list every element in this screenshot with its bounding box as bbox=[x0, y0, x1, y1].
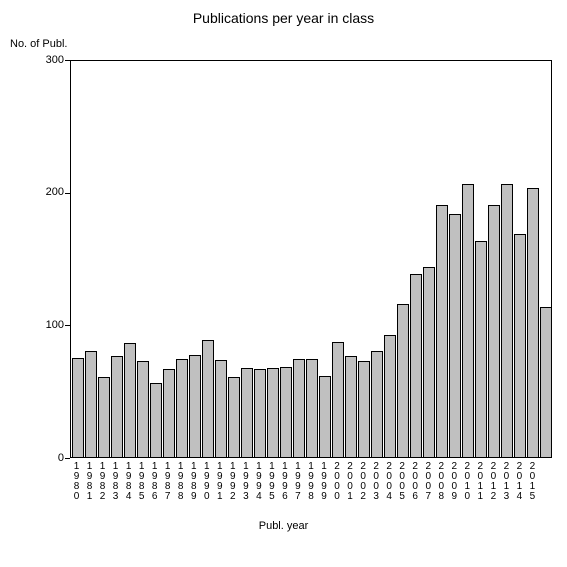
bar bbox=[293, 359, 305, 457]
x-tick-label: 1 9 9 2 bbox=[226, 462, 239, 502]
x-tick-label: 2 0 0 0 bbox=[331, 462, 344, 502]
bar bbox=[202, 340, 214, 457]
bar bbox=[527, 188, 539, 457]
bar bbox=[280, 367, 292, 457]
y-tick bbox=[65, 60, 70, 61]
x-tick-label: 1 9 8 5 bbox=[135, 462, 148, 502]
bar bbox=[540, 307, 552, 457]
bar bbox=[358, 361, 370, 457]
bar bbox=[72, 358, 84, 458]
x-tick-label: 1 9 9 9 bbox=[318, 462, 331, 502]
x-tick-label: 2 0 0 6 bbox=[409, 462, 422, 502]
x-tick-label: 1 9 9 6 bbox=[278, 462, 291, 502]
x-tick-label: 1 9 8 2 bbox=[96, 462, 109, 502]
y-tick-label: 200 bbox=[24, 186, 64, 198]
x-tick-label: 1 9 9 5 bbox=[265, 462, 278, 502]
bar bbox=[475, 241, 487, 457]
bar bbox=[397, 304, 409, 457]
bar bbox=[449, 214, 461, 457]
bar bbox=[85, 351, 97, 457]
x-tick-label: 1 9 9 1 bbox=[213, 462, 226, 502]
y-tick bbox=[65, 458, 70, 459]
x-tick-label: 2 0 1 2 bbox=[487, 462, 500, 502]
x-tick-label: 1 9 9 0 bbox=[200, 462, 213, 502]
bar bbox=[189, 355, 201, 457]
bar bbox=[371, 351, 383, 457]
bar bbox=[319, 376, 331, 457]
x-tick-label: 1 9 9 4 bbox=[252, 462, 265, 502]
x-tick-label: 2 0 1 4 bbox=[513, 462, 526, 502]
bar bbox=[384, 335, 396, 457]
x-tick-label: 1 9 9 7 bbox=[291, 462, 304, 502]
x-tick-label: 1 9 8 8 bbox=[174, 462, 187, 502]
bar bbox=[436, 205, 448, 457]
bar bbox=[150, 383, 162, 457]
y-axis-label: No. of Publ. bbox=[10, 38, 67, 50]
x-tick-label: 2 0 0 3 bbox=[370, 462, 383, 502]
bar bbox=[228, 377, 240, 457]
y-tick-label: 300 bbox=[24, 54, 64, 66]
x-tick-label: 1 9 8 4 bbox=[122, 462, 135, 502]
plot-area bbox=[70, 60, 552, 458]
bar bbox=[501, 184, 513, 457]
bar bbox=[137, 361, 149, 457]
bar bbox=[410, 274, 422, 457]
bar bbox=[241, 368, 253, 457]
x-tick-label: 2 0 0 7 bbox=[422, 462, 435, 502]
bar bbox=[462, 184, 474, 457]
x-tick-label: 2 0 0 8 bbox=[435, 462, 448, 502]
x-tick-label: 1 9 8 7 bbox=[161, 462, 174, 502]
x-tick-label: 2 0 1 0 bbox=[461, 462, 474, 502]
x-tick-label: 2 0 0 5 bbox=[396, 462, 409, 502]
x-tick-label: 1 9 8 3 bbox=[109, 462, 122, 502]
bar bbox=[423, 267, 435, 457]
bar bbox=[267, 368, 279, 457]
bar bbox=[254, 369, 266, 457]
bar bbox=[98, 377, 110, 457]
x-tick-label: 2 0 0 2 bbox=[357, 462, 370, 502]
x-tick-label: 2 0 0 4 bbox=[383, 462, 396, 502]
x-tick-label: 1 9 9 8 bbox=[304, 462, 317, 502]
x-tick-label: 1 9 9 3 bbox=[239, 462, 252, 502]
bar bbox=[332, 342, 344, 457]
x-tick-label: 2 0 0 1 bbox=[344, 462, 357, 502]
x-tick-label: 1 9 8 6 bbox=[148, 462, 161, 502]
chart-stage: Publications per year in class No. of Pu… bbox=[0, 0, 567, 567]
x-tick-label: 2 0 1 1 bbox=[474, 462, 487, 502]
bar bbox=[111, 356, 123, 457]
x-axis-label: Publ. year bbox=[0, 520, 567, 532]
x-tick-label: 2 0 1 3 bbox=[500, 462, 513, 502]
y-tick-label: 0 bbox=[24, 452, 64, 464]
bar bbox=[176, 359, 188, 457]
x-tick-label: 2 0 1 5 bbox=[526, 462, 539, 502]
chart-title: Publications per year in class bbox=[0, 10, 567, 26]
bar bbox=[345, 356, 357, 457]
bar bbox=[306, 359, 318, 457]
x-tick-label: 1 9 8 9 bbox=[187, 462, 200, 502]
bar bbox=[514, 234, 526, 457]
y-tick bbox=[65, 193, 70, 194]
bar bbox=[215, 360, 227, 457]
bar bbox=[124, 343, 136, 457]
y-tick-label: 100 bbox=[24, 319, 64, 331]
x-tick-label: 1 9 8 0 bbox=[70, 462, 83, 502]
y-tick bbox=[65, 325, 70, 326]
bar bbox=[488, 205, 500, 457]
bar bbox=[163, 369, 175, 457]
x-tick-label: 1 9 8 1 bbox=[83, 462, 96, 502]
x-tick-label: 2 0 0 9 bbox=[448, 462, 461, 502]
